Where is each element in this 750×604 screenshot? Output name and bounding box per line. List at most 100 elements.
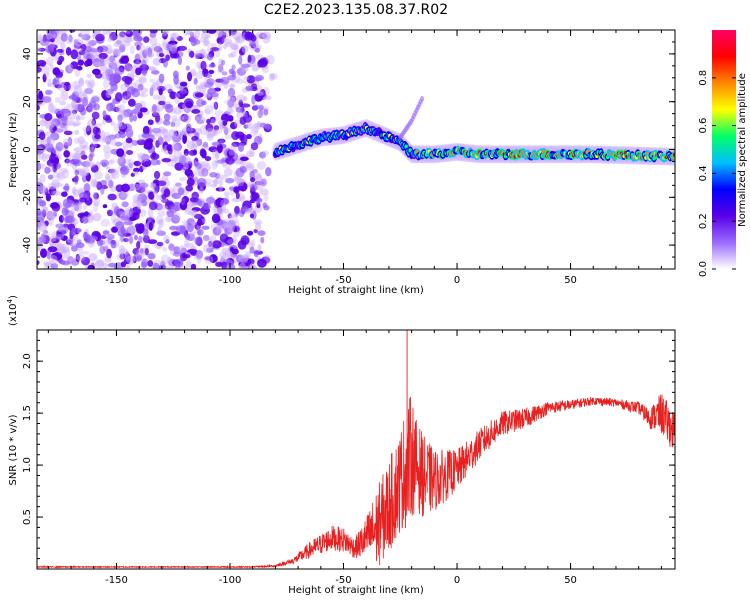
- heatmap-cell: [70, 245, 78, 252]
- heatmap-cell: [132, 108, 141, 115]
- heatmap-cell: [60, 260, 71, 266]
- heatmap-cell: [212, 204, 218, 215]
- heatmap-cell: [237, 240, 247, 250]
- heatmap-cell: [256, 161, 267, 170]
- heatmap-cell: [152, 262, 160, 269]
- heatmap-cell: [87, 235, 95, 245]
- heatmap-cell: [64, 158, 71, 164]
- heatmap-cell: [124, 265, 131, 269]
- heatmap-cell: [113, 205, 121, 216]
- heatmap-cell: [102, 144, 111, 154]
- heatmap-cell: [101, 161, 107, 168]
- heatmap-cell: [218, 174, 228, 180]
- heatmap-cell: [68, 34, 73, 43]
- heatmap-cell: [127, 183, 136, 192]
- snr-y-tick-label: 1.5: [22, 405, 33, 421]
- snr-x-ticks: -150 -100 -50 0 50: [47, 330, 662, 586]
- heatmap-cell: [127, 205, 134, 215]
- heatmap-cell: [62, 141, 69, 152]
- heatmap-cell: [119, 131, 126, 139]
- heatmap-cell: [61, 249, 71, 259]
- heatmap-cell: [141, 59, 147, 69]
- heatmap-cell: [75, 254, 86, 261]
- heatmap-cell: [257, 109, 263, 119]
- heatmap-cell: [156, 159, 161, 166]
- heatmap-cell: [132, 30, 139, 39]
- heatmap-cell: [223, 191, 230, 197]
- heatmap-cell: [170, 158, 179, 164]
- heatmap-cell: [63, 81, 71, 92]
- heatmap-cell: [52, 56, 59, 61]
- heatmap-cell: [227, 93, 234, 101]
- heatmap-cell: [229, 83, 236, 88]
- heatmap-cell: [231, 248, 239, 255]
- heatmap-cell: [246, 207, 256, 214]
- heatmap-cell: [246, 230, 254, 236]
- heatmap-cell: [257, 91, 264, 96]
- heatmap-cell: [215, 49, 221, 58]
- heatmap-cell: [139, 107, 148, 113]
- heatmap-cell: [141, 158, 152, 168]
- heatmap-cell: [100, 234, 107, 240]
- heatmap-cell: [133, 160, 142, 167]
- heatmap-cell: [87, 103, 93, 109]
- heatmap-cell: [140, 209, 147, 217]
- heatmap-cell: [234, 205, 240, 215]
- heatmap-cell: [169, 204, 179, 213]
- heatmap-cell: [84, 87, 94, 95]
- heatmap-cell: [121, 111, 129, 119]
- heatmap-cell: [231, 141, 241, 147]
- heatmap-cell: [117, 123, 127, 130]
- heatmap-cell: [88, 153, 93, 162]
- heatmap-cell: [136, 254, 142, 261]
- heatmap-cell: [56, 225, 65, 232]
- heatmap-cell: [215, 197, 225, 208]
- heatmap-cell: [168, 243, 175, 251]
- heatmap-cell: [89, 48, 100, 53]
- heatmap-cell: [238, 261, 249, 267]
- heatmap-cell: [37, 177, 42, 187]
- heatmap-cell: [88, 253, 98, 262]
- heatmap-cell: [226, 239, 237, 245]
- heatmap-cell: [210, 47, 220, 52]
- heatmap-cell: [83, 203, 88, 210]
- heatmap-cell: [55, 223, 65, 229]
- heatmap-cell: [163, 171, 172, 177]
- heatmap-cell: [179, 225, 187, 235]
- heatmap-cell: [104, 131, 111, 142]
- heatmap-cell: [261, 31, 272, 40]
- heatmap-cell: [228, 186, 235, 191]
- heatmap-cell: [256, 121, 262, 130]
- heatmap-cell: [96, 61, 106, 67]
- heatmap-cell: [118, 155, 126, 163]
- heatmap-cell: [229, 83, 235, 89]
- heatmap-cell: [239, 116, 247, 125]
- heatmap-cell: [235, 167, 245, 178]
- heatmap-cell: [54, 96, 61, 103]
- heatmap-cell: [55, 128, 64, 133]
- heatmap-cell: [134, 41, 143, 47]
- heatmap-cell: [110, 121, 115, 126]
- heatmap-cell: [124, 37, 135, 42]
- heatmap-cell: [262, 202, 268, 209]
- heatmap-cell: [151, 104, 157, 113]
- heatmap-cell: [156, 85, 166, 92]
- heatmap-x-tick-label: -100: [219, 275, 242, 286]
- heatmap-cell: [128, 235, 134, 245]
- heatmap-cell: [221, 261, 228, 269]
- heatmap-cell: [147, 260, 154, 267]
- heatmap-cell: [51, 178, 61, 189]
- heatmap-cell: [136, 44, 141, 51]
- heatmap-cell: [68, 120, 76, 126]
- heatmap-cell: [210, 42, 217, 49]
- heatmap-cell: [250, 177, 256, 183]
- heatmap-cell: [121, 95, 127, 104]
- heatmap-cell: [92, 180, 98, 187]
- heatmap-cell: [156, 241, 164, 247]
- heatmap-cell: [160, 128, 168, 135]
- heatmap-cell: [224, 127, 232, 134]
- heatmap-cell: [125, 30, 131, 35]
- heatmap-cell: [73, 38, 84, 47]
- heatmap-x-tick-label: -150: [105, 275, 128, 286]
- heatmap-cell: [53, 157, 60, 165]
